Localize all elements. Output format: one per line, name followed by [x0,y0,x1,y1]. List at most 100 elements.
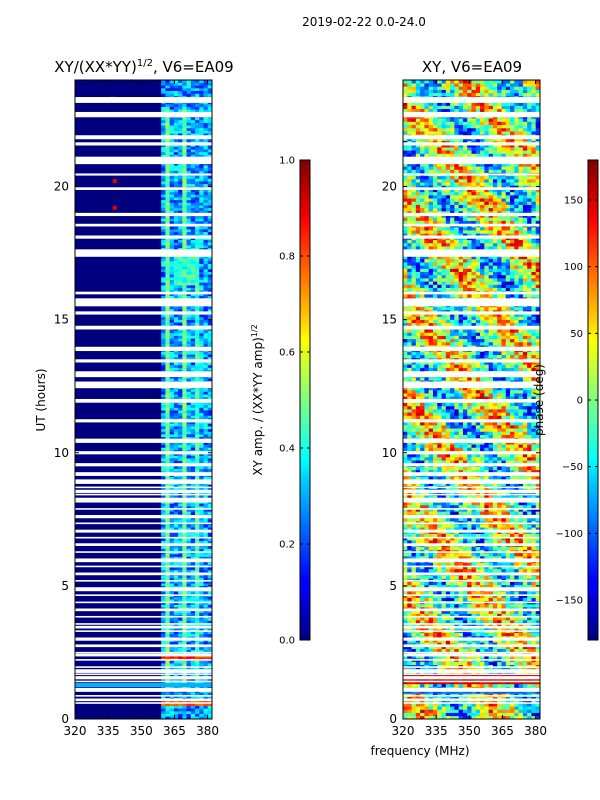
amplitude-cell [173,580,179,584]
amplitude-cell [173,716,179,719]
amplitude-masked-row [75,565,212,568]
amplitude-cell [161,394,166,398]
amplitude-cell [195,394,200,398]
amplitude-cell [207,679,212,683]
amplitude-cell [178,167,183,171]
amplitude-cell [199,82,204,86]
amplitude-cell [165,279,170,283]
amplitude-cell [203,178,209,182]
amplitude-cell [186,229,192,233]
phase-cell [441,709,447,713]
amplitude-cell [190,263,196,267]
phase-cell [441,648,447,653]
phase-cell [441,584,447,589]
amplitude-cell [173,117,179,121]
amplitude-cell [165,426,170,430]
phase-cell [535,623,540,627]
amplitude-cell [190,271,196,275]
amplitude-cell [203,356,209,360]
amplitude-cell [186,556,192,560]
amplitude-cell [161,506,166,509]
amplitude-cell [169,197,175,201]
amplitude-cell [165,583,170,587]
amplitude-cell [182,231,187,235]
phase-cell [505,524,511,528]
amplitude-masked-row [75,558,212,561]
phase-cell [407,642,412,646]
phase-cell [407,546,412,550]
amplitude-cell [195,604,200,608]
phase-cell [488,632,494,637]
phase-cell [475,709,481,713]
amplitude-cell [169,703,175,706]
phase-cell [510,556,515,560]
amplitude-cell [207,93,212,97]
amplitude-cell [199,649,204,653]
phase-cell [411,661,417,665]
phase-cell [522,690,528,694]
phase-cell [467,680,472,685]
phase-cell [407,703,412,707]
phase-cell [407,597,412,602]
phase-cell [437,651,442,656]
amplitude-cell [178,711,183,714]
amplitude-cell [178,332,183,336]
phase-cell [415,712,421,717]
amplitude-cell [169,591,175,595]
phase-cell [467,642,472,646]
phase-cell [432,645,438,650]
amplitude-cell [165,703,170,706]
phase-cell [492,645,498,650]
phase-cell [522,591,528,595]
phase-cell [497,674,502,678]
phase-cell [450,562,455,566]
amplitude-cell [161,410,166,414]
amplitude-cell [182,340,187,344]
amplitude-cell [178,93,183,97]
amplitude-cell [207,119,212,123]
amplitude-cell [207,109,212,113]
amplitude-cell [182,181,187,185]
amplitude-cell [203,703,209,706]
amplitude-cell [203,306,209,310]
amplitude-cell [190,80,196,83]
phase-cell [437,639,442,643]
amplitude-cell [173,527,179,531]
amplitude-cell [165,458,170,462]
amplitude-cell [207,412,212,416]
amplitude-cell [169,596,175,600]
phase-cell [514,556,519,560]
amplitude-cell [182,183,187,187]
amplitude-cell [161,364,166,368]
phase-cell [467,575,472,579]
phase-cell [510,619,515,624]
phase-cell [454,645,459,650]
amplitude-cell [173,692,179,696]
phase-cell [514,661,519,665]
phase-cell [403,594,408,598]
phase-cell [497,610,502,614]
amplitude-cell [173,189,179,193]
amplitude-cell [165,149,170,153]
phase-cell [462,651,468,656]
amplitude-cell [169,119,175,123]
phase-cell [488,597,494,602]
amplitude-cell [199,154,204,158]
phase-cell [467,706,472,710]
amplitude-cell [195,527,200,531]
amplitude-masked-row [75,659,212,661]
phase-cell [497,699,502,704]
amplitude-cell [186,106,192,110]
amplitude-cell [178,561,183,565]
amplitude-cell [199,271,204,275]
amplitude-cell [199,151,204,155]
phase-cell [454,568,459,573]
phase-cell [437,597,442,602]
phase-cell [492,610,498,614]
phase-cell [505,597,511,602]
phase-cell [535,591,540,595]
amplitude-cell [173,641,179,645]
amplitude-cell [182,362,187,366]
amplitude-cell [190,85,196,89]
amplitude-cell [203,215,209,219]
